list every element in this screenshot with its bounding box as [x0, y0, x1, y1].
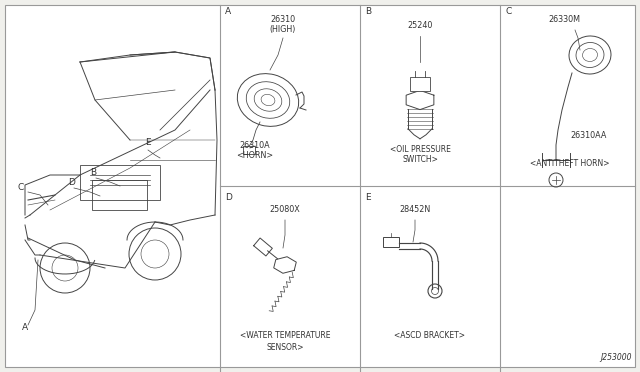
Text: C: C: [505, 7, 511, 16]
Bar: [92, 180, 147, 210]
Bar: [410, 77, 430, 91]
Text: E: E: [145, 138, 150, 147]
Text: B: B: [365, 7, 371, 16]
Text: (HIGH): (HIGH): [270, 25, 296, 34]
Text: <HORN>: <HORN>: [236, 151, 273, 160]
Text: 25240: 25240: [407, 21, 433, 30]
Text: J253000: J253000: [600, 353, 632, 362]
Bar: [80, 165, 160, 200]
Text: <ASCD BRACKET>: <ASCD BRACKET>: [394, 331, 465, 340]
Bar: [243, 146, 255, 154]
Text: SWITCH>: SWITCH>: [402, 155, 438, 164]
Text: 25080X: 25080X: [269, 205, 300, 214]
Text: <ANTITHEFT HORN>: <ANTITHEFT HORN>: [531, 159, 610, 168]
Text: A: A: [22, 323, 28, 332]
Text: <WATER TEMPERATURE: <WATER TEMPERATURE: [240, 331, 330, 340]
Text: SENSOR>: SENSOR>: [266, 343, 304, 352]
Text: B: B: [90, 168, 96, 177]
Text: 26310AA: 26310AA: [570, 131, 606, 140]
Text: 26330M: 26330M: [548, 15, 580, 24]
Text: 26310A: 26310A: [240, 141, 270, 150]
Text: 26310: 26310: [271, 15, 296, 24]
Text: D: D: [68, 178, 75, 187]
Text: A: A: [225, 7, 231, 16]
Text: D: D: [225, 193, 232, 202]
Text: 28452N: 28452N: [399, 205, 431, 214]
Bar: [383, 237, 399, 247]
Text: C: C: [18, 183, 24, 192]
Text: E: E: [365, 193, 371, 202]
Text: <OIL PRESSURE: <OIL PRESSURE: [390, 145, 451, 154]
